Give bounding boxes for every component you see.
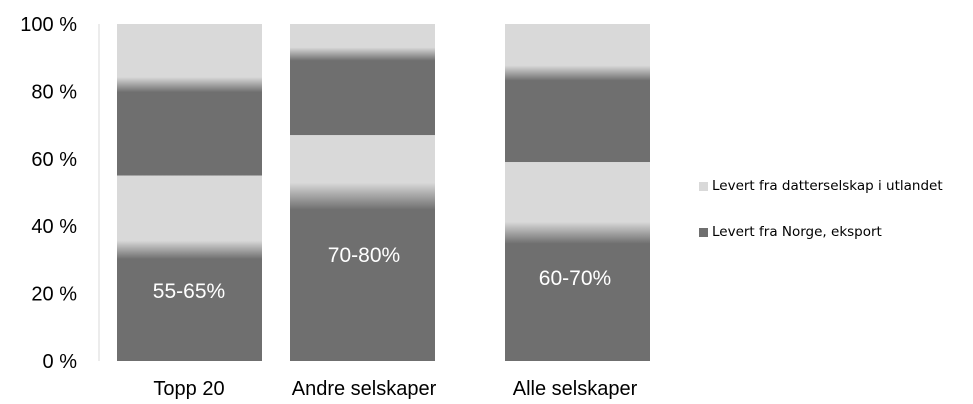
bar-data-label: 70-80% — [328, 244, 400, 267]
legend-item-norge: Levert fra Norge, eksport — [699, 222, 943, 242]
legend: Levert fra datterselskap i utlandet Leve… — [699, 176, 943, 268]
bar-segment-utlandet — [505, 24, 650, 163]
bar-segment-utlandet — [290, 24, 435, 136]
x-axis-categories: Topp 20 Andre selskaper Alle selskaper — [153, 378, 637, 400]
y-tick-label: 0 % — [43, 351, 78, 373]
legend-label-utlandet: Levert fra datterselskap i utlandet — [712, 178, 943, 194]
legend-item-utlandet: Levert fra datterselskap i utlandet — [699, 176, 943, 196]
legend-swatch-utlandet — [699, 181, 708, 191]
y-axis-ticks: 0 % 20 % 40 % 60 % 80 % 100 % — [20, 14, 77, 373]
legend-swatch-norge — [699, 227, 708, 237]
x-category-label: Topp 20 — [153, 378, 224, 400]
y-tick-label: 20 % — [31, 284, 77, 306]
bar-segment-utlandet — [117, 24, 262, 176]
data-labels: 55-65% 70-80% 60-70% — [153, 244, 611, 303]
y-tick-label: 40 % — [31, 216, 77, 238]
bar-segment-norge — [290, 135, 435, 361]
bar-data-label: 60-70% — [539, 267, 611, 290]
y-tick-label: 100 % — [20, 14, 77, 36]
legend-label-norge: Levert fra Norge, eksport — [712, 224, 882, 240]
bars — [117, 24, 650, 361]
bar-segment-norge — [505, 162, 650, 361]
bar-data-label: 55-65% — [153, 280, 225, 303]
y-tick-label: 80 % — [31, 81, 77, 103]
x-category-label: Andre selskaper — [292, 378, 437, 400]
x-category-label: Alle selskaper — [513, 378, 638, 400]
bar-segment-norge — [117, 175, 262, 361]
y-tick-label: 60 % — [31, 149, 77, 171]
